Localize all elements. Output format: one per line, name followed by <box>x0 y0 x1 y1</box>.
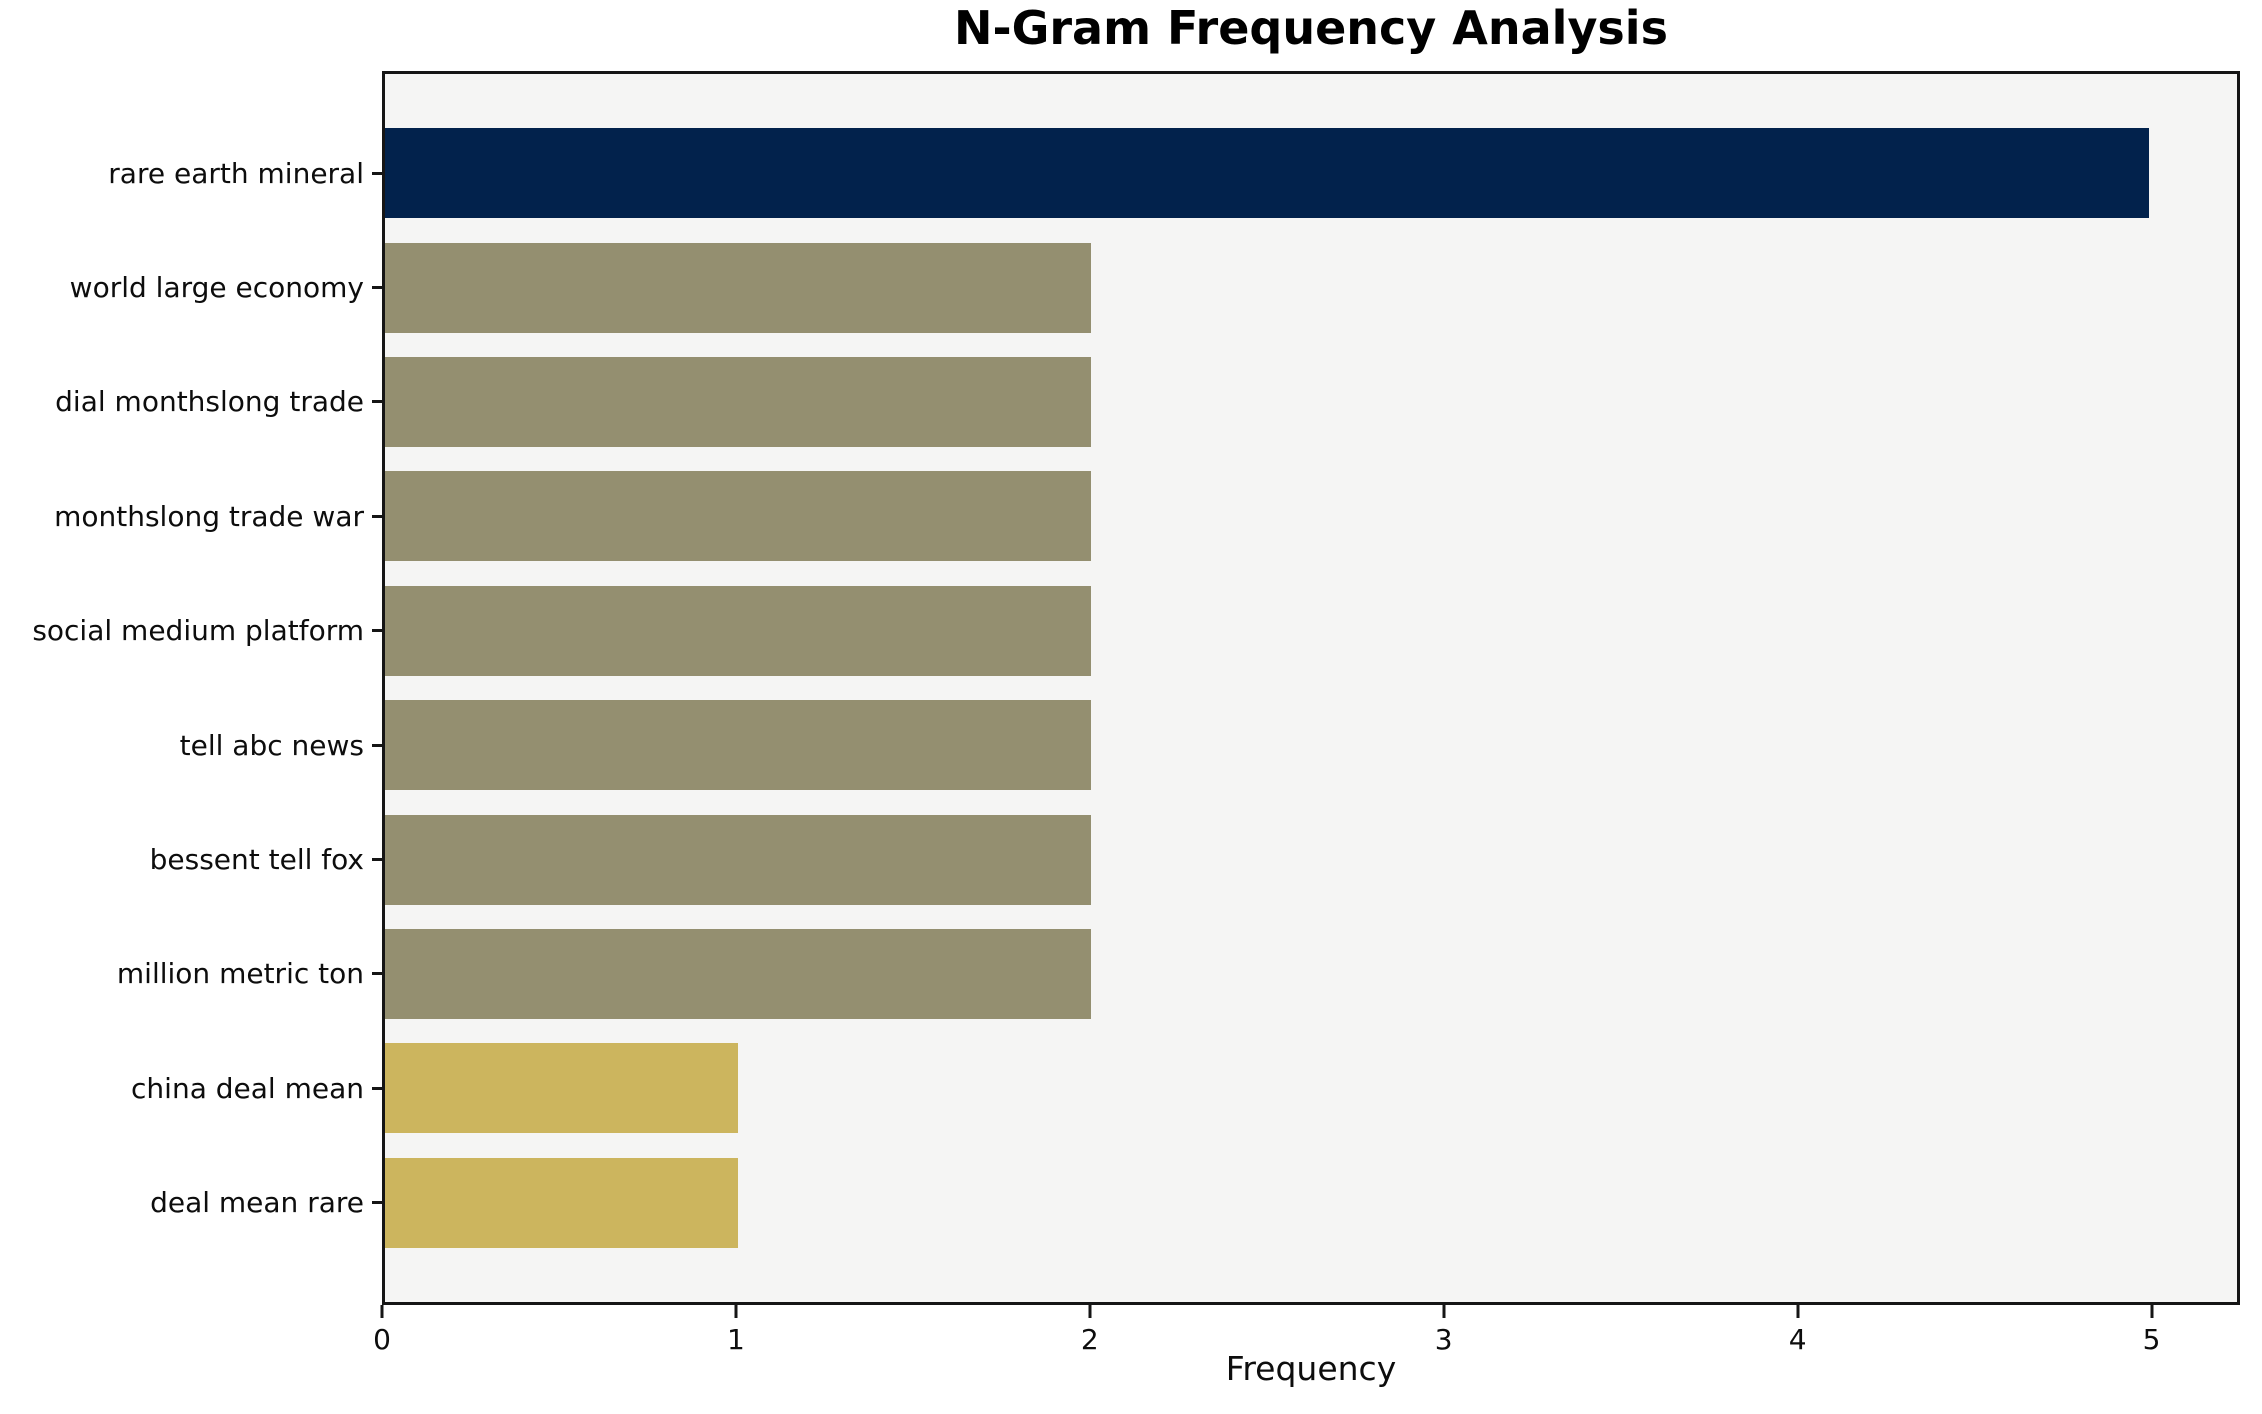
x-tick-mark <box>734 1305 738 1318</box>
x-tick-label: 2 <box>1080 1323 1099 1356</box>
bar-million-metric-ton <box>385 928 1091 1019</box>
x-tick-mark <box>2150 1305 2154 1318</box>
x-tick-label: 5 <box>2142 1323 2161 1356</box>
y-tick-label: world large economy <box>69 271 364 305</box>
y-tick-row: deal mean rare <box>0 1146 382 1260</box>
x-tick-mark <box>1442 1305 1446 1318</box>
y-tick-label: rare earth mineral <box>108 156 364 190</box>
y-tick-row: dial monthslong trade <box>0 345 382 459</box>
y-tick-row: china deal mean <box>0 1031 382 1145</box>
y-tick-row: bessent tell fox <box>0 802 382 916</box>
y-tick-mark <box>372 972 382 976</box>
y-tick-mark <box>372 858 382 862</box>
bar-row <box>385 802 2237 916</box>
bar-monthslong-trade-war <box>385 471 1091 562</box>
x-axis: 0 1 2 3 4 5 <box>373 1305 2240 1369</box>
bar-row <box>385 230 2237 344</box>
y-tick-label: bessent tell fox <box>149 843 364 877</box>
bar-row <box>385 459 2237 573</box>
y-tick-label: deal mean rare <box>150 1186 364 1220</box>
y-axis-labels: rare earth mineral world large economy dia… <box>0 71 382 1305</box>
bar-world-large-economy <box>385 242 1091 333</box>
y-tick-mark <box>372 1201 382 1205</box>
y-tick-row: social medium platform <box>0 574 382 688</box>
bar-row <box>385 574 2237 688</box>
y-tick-mark <box>372 1086 382 1090</box>
bar-row <box>385 688 2237 802</box>
bar-bessent-tell-fox <box>385 814 1091 905</box>
y-tick-label: dial monthslong trade <box>55 385 364 419</box>
y-tick-label: social medium platform <box>32 614 364 648</box>
x-tick-label: 0 <box>373 1323 391 1356</box>
bar-social-medium-platform <box>385 585 1091 676</box>
bar-dial-monthslong-trade <box>385 356 1091 447</box>
y-tick-label: million metric ton <box>116 957 364 991</box>
bar-rare-earth-mineral <box>385 128 2149 219</box>
y-tick-mark <box>372 514 382 518</box>
y-tick-label: monthslong trade war <box>54 499 364 533</box>
x-tick-label: 1 <box>726 1323 745 1356</box>
x-tick-label: 4 <box>1788 1323 1807 1356</box>
y-tick-label: china deal mean <box>131 1071 364 1105</box>
y-tick-mark <box>372 743 382 747</box>
y-tick-row: million metric ton <box>0 917 382 1031</box>
y-tick-row: rare earth mineral <box>0 116 382 230</box>
y-tick-mark <box>372 629 382 633</box>
bar-deal-mean-rare <box>385 1157 738 1248</box>
bar-tell-abc-news <box>385 700 1091 791</box>
y-tick-row: tell abc news <box>0 688 382 802</box>
y-tick-mark <box>372 286 382 290</box>
x-tick-mark <box>1088 1305 1092 1318</box>
bar-row <box>385 1031 2237 1145</box>
x-tick-label: 3 <box>1434 1323 1453 1356</box>
bar-row <box>385 917 2237 1031</box>
y-tick-row: world large economy <box>0 230 382 344</box>
bar-row <box>385 116 2237 230</box>
bar-row <box>385 1146 2237 1260</box>
y-tick-mark <box>372 400 382 404</box>
chart-title: N-Gram Frequency Analysis <box>954 1 1668 55</box>
plot-area <box>382 71 2240 1305</box>
y-tick-mark <box>372 171 382 175</box>
y-tick-row: monthslong trade war <box>0 459 382 573</box>
x-tick-mark <box>380 1305 384 1318</box>
bar-row <box>385 345 2237 459</box>
x-axis-title: Frequency <box>1225 1349 1397 1388</box>
x-tick-mark <box>1796 1305 1800 1318</box>
y-tick-label: tell abc news <box>179 728 364 762</box>
bar-china-deal-mean <box>385 1043 738 1134</box>
